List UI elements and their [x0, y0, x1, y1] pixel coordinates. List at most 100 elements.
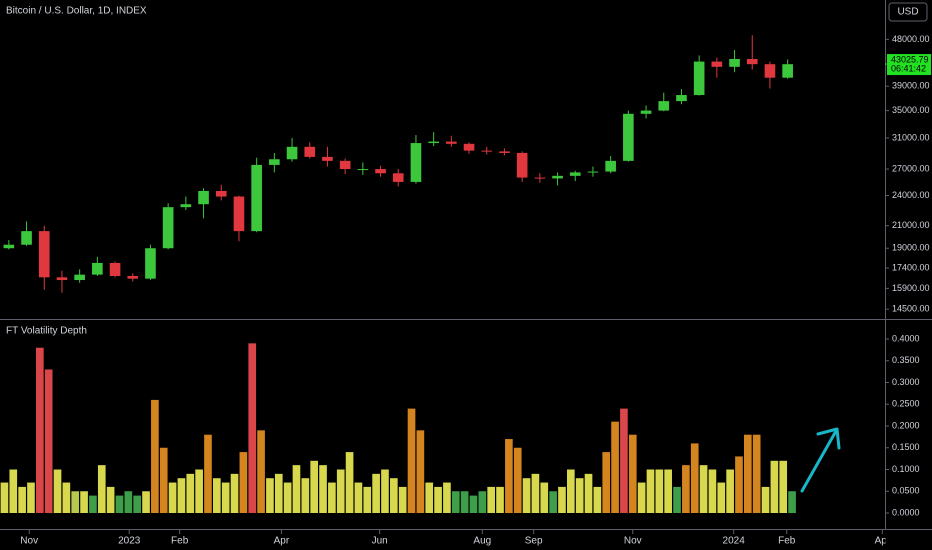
candle-body [109, 262, 121, 276]
symbol-title: Bitcoin / U.S. Dollar, 1D, INDEX [6, 6, 147, 17]
y-tick-label: 15900.00 [892, 283, 930, 293]
y-tick-label: 27000.00 [892, 163, 930, 173]
bar [274, 473, 283, 513]
bar [345, 452, 354, 513]
x-tick-label: Nov [624, 536, 642, 547]
bar [292, 465, 301, 513]
bar [602, 452, 611, 513]
x-tick-label: Aug [473, 536, 491, 547]
x-tick-label: Apr [875, 536, 891, 547]
x-tick-label: Sep [525, 536, 543, 547]
indicator-title: FT Volatility Depth [6, 326, 87, 337]
bar [89, 495, 97, 513]
candle-body [463, 143, 475, 151]
currency-button[interactable] [888, 2, 928, 22]
bar [646, 469, 655, 513]
candle-body [286, 146, 298, 160]
marks [0, 35, 796, 513]
y-tick-label: 0.2000 [892, 420, 920, 430]
candle-body [499, 151, 510, 153]
bar [310, 460, 318, 513]
bar [354, 482, 363, 513]
bar [664, 469, 672, 513]
candle-body [38, 231, 50, 278]
candle-body [304, 146, 316, 157]
bar [451, 491, 460, 513]
bar [637, 482, 646, 513]
candle-body [74, 274, 85, 281]
bar [699, 465, 708, 513]
candle-body [233, 196, 245, 232]
bar [505, 439, 513, 513]
candle-body [764, 64, 776, 78]
bar [230, 473, 239, 513]
candle-body [640, 110, 652, 114]
bar [531, 473, 540, 513]
bar [770, 460, 779, 513]
y-tick-label: 39000.00 [892, 81, 930, 91]
bar [425, 482, 434, 513]
x-tick-label: 2023 [118, 536, 141, 547]
y-tick-label: 17400.00 [892, 262, 930, 272]
bar [319, 465, 327, 513]
bar [53, 469, 62, 513]
candle-body [251, 164, 262, 232]
bar [558, 486, 566, 513]
bar [478, 491, 487, 513]
bar [434, 486, 442, 513]
candle-body [658, 101, 670, 111]
candle-body [357, 169, 369, 171]
currency-label[interactable]: USD [897, 7, 918, 18]
bar [522, 478, 531, 513]
candle-body [587, 171, 599, 173]
y-tick-label: 31000.00 [892, 132, 930, 142]
bar [540, 482, 549, 513]
y-tick-label: 14500.00 [892, 304, 930, 314]
bar [761, 486, 770, 513]
candle-body [198, 190, 209, 205]
candle-body [127, 275, 139, 279]
candle-body [534, 177, 546, 179]
x-tick-label: Nov [20, 536, 38, 547]
bar [407, 408, 416, 513]
y-tick-label: 0.2500 [892, 399, 920, 409]
candle-body [729, 59, 740, 67]
bar [80, 491, 88, 513]
candle-body [180, 204, 192, 208]
bar [71, 491, 80, 513]
candle-body [162, 207, 174, 249]
bar [567, 469, 575, 513]
candle-body [56, 277, 68, 281]
last-price-label: 43025.79 [891, 54, 929, 64]
bar [97, 465, 106, 513]
candle-body [145, 248, 156, 279]
bar [221, 482, 230, 513]
bar [788, 491, 796, 513]
candle-body [3, 244, 15, 249]
y-tick-label: 35000.00 [892, 105, 930, 115]
candle-body [92, 262, 103, 275]
last-price-box [887, 54, 931, 76]
candle-body [552, 175, 563, 179]
y-tick-label: 19000.00 [892, 243, 930, 253]
bar [283, 482, 292, 513]
bar [628, 434, 637, 513]
x-tick-label: Apr [274, 536, 290, 547]
bar [168, 482, 177, 513]
bar [717, 482, 726, 513]
y-tick-label: 0.1000 [892, 464, 920, 474]
candle-body [711, 61, 723, 67]
candle-body [410, 143, 422, 182]
bar [575, 478, 584, 513]
bar [36, 347, 44, 513]
arrow-shaft [800, 429, 838, 493]
axes: 48000.00 39000.00 35000.00 31000.00 27000.00… [20, 34, 932, 550]
bar [328, 482, 336, 513]
bar [257, 430, 265, 513]
candle-body [623, 113, 634, 161]
y-tick-label: 0.0500 [892, 486, 920, 496]
y-tick-label: 0.4000 [892, 333, 920, 343]
